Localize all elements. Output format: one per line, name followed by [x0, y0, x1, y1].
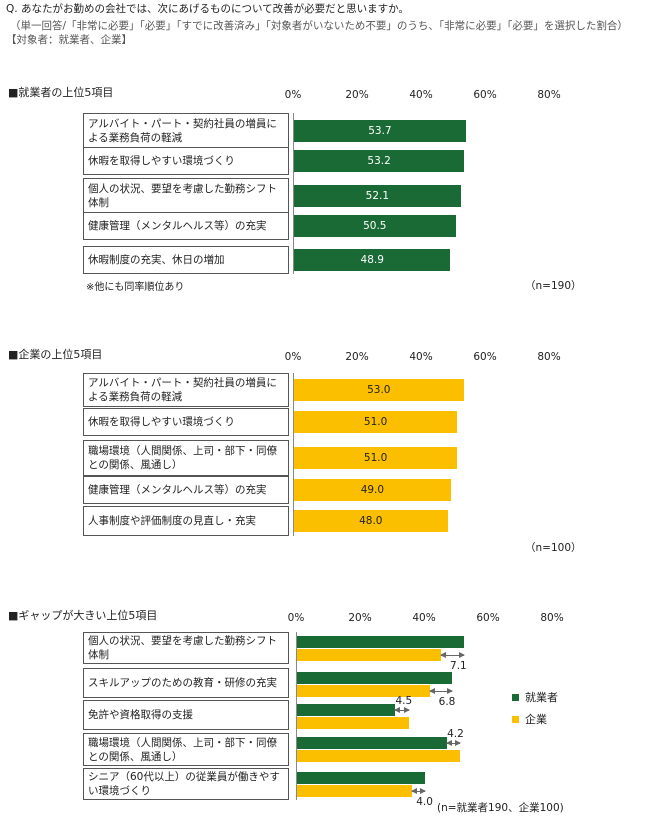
gap-value: 4.5 — [395, 695, 413, 707]
bar-worker — [297, 704, 395, 716]
bar — [294, 379, 464, 401]
bar — [294, 120, 466, 142]
gap-value: 4.2 — [447, 728, 464, 740]
tick-label: 80% — [537, 351, 561, 363]
category-label: 健康管理（メンタルヘルス等）の充実 — [83, 476, 289, 504]
category-label: 免許や資格取得の支援 — [83, 700, 289, 730]
bar — [294, 215, 456, 237]
legend-company-label: 企業 — [525, 713, 547, 726]
bar — [294, 411, 458, 433]
section1-n: （n=190） — [525, 280, 582, 292]
data-label: 48.0 — [359, 515, 383, 527]
tick-label: 0% — [287, 612, 305, 624]
data-label: 51.0 — [363, 452, 388, 464]
value-axis-line — [293, 113, 294, 274]
category-label: アルバイト・パート・契約社員の増員による業務負荷の軽減 — [83, 373, 289, 407]
bar — [294, 510, 448, 532]
tick-label: 0% — [284, 89, 302, 101]
bar-company — [297, 649, 441, 661]
data-label: 53.0 — [367, 384, 391, 396]
gap-arrow — [429, 688, 453, 694]
value-axis-line — [296, 632, 297, 800]
data-label: 50.5 — [363, 220, 387, 232]
tick-label: 60% — [476, 612, 500, 624]
gap-value: 6.8 — [438, 696, 456, 708]
value-axis-line — [293, 373, 294, 536]
data-label: 49.0 — [360, 484, 385, 496]
tick-label: 80% — [540, 612, 564, 624]
tick-label: 60% — [473, 89, 497, 101]
bar-company — [297, 785, 413, 797]
tick-label: 20% — [345, 89, 369, 101]
category-label: 休暇を取得しやすい環境づくり — [83, 147, 289, 175]
tick-label: 20% — [348, 612, 372, 624]
section3-n: (n=就業者190、企業100) — [437, 802, 564, 814]
data-label: 53.7 — [368, 125, 392, 137]
legend-worker: 就業者 — [512, 689, 558, 705]
tick-label: 40% — [409, 89, 433, 101]
legend-company-swatch — [512, 715, 519, 723]
tick-label: 40% — [409, 351, 433, 363]
category-label: 職場環境（人間関係、上司・部下・同僚との関係、風通し） — [83, 440, 289, 476]
tick-label: 80% — [537, 89, 561, 101]
section2-title: ■企業の上位5項目 — [8, 348, 103, 361]
category-label: 個人の状況、要望を考慮した勤務シフト体制 — [83, 632, 289, 664]
gap-arrow — [440, 652, 465, 658]
bar-worker — [297, 672, 452, 684]
tick-label: 0% — [284, 351, 302, 363]
category-label: アルバイト・パート・契約社員の増員による業務負荷の軽減 — [83, 113, 289, 149]
category-label: 職場環境（人間関係、上司・部下・同僚との関係、風通し） — [83, 733, 289, 766]
bar — [294, 249, 451, 271]
data-label: 52.1 — [365, 190, 390, 202]
tick-label: 60% — [473, 351, 497, 363]
section3-title: ■ギャップが大きい上位5項目 — [8, 609, 158, 622]
category-label: 個人の状況、要望を考慮した勤務シフト体制 — [83, 178, 289, 214]
gap-arrow — [393, 707, 411, 713]
data-label: 51.0 — [363, 416, 388, 428]
section1-title: ■就業者の上位5項目 — [8, 86, 114, 99]
bar-company — [297, 717, 409, 729]
category-label: シニア（60代以上）の従業員が働きやすい環境づくり — [83, 768, 289, 800]
bar — [294, 479, 451, 501]
legend-company: 企業 — [512, 711, 547, 727]
bar-company — [297, 685, 431, 697]
gap-arrow — [445, 740, 462, 746]
category-label: 人事制度や評価制度の見直し・充実 — [83, 506, 289, 536]
bar — [294, 447, 458, 469]
bar — [294, 185, 461, 207]
bar-company — [297, 750, 461, 762]
bar-worker — [297, 772, 425, 784]
bar — [294, 150, 465, 172]
section2-n: （n=100） — [525, 542, 582, 554]
category-label: 休暇制度の充実、休日の増加 — [83, 246, 289, 274]
section1-note: ※他にも同率順位あり — [86, 282, 185, 293]
data-label: 48.9 — [360, 254, 384, 266]
question-subtitle: （単一回答/「非常に必要」「必要」「すでに改善済み」「対象者がいないため不要」の… — [10, 20, 628, 32]
category-label: 健康管理（メンタルヘルス等）の充実 — [83, 212, 289, 240]
tick-label: 20% — [345, 351, 369, 363]
tick-label: 40% — [412, 612, 436, 624]
gap-value: 7.1 — [450, 660, 467, 672]
bar-worker — [297, 636, 464, 648]
data-label: 53.2 — [367, 155, 391, 167]
legend-worker-swatch — [512, 693, 519, 701]
gap-value: 4.0 — [416, 796, 433, 808]
question-target: 【対象者：就業者、企業】 — [6, 34, 132, 46]
legend-worker-label: 就業者 — [525, 691, 558, 704]
gap-arrow — [411, 788, 426, 794]
bar-worker — [297, 737, 447, 749]
category-label: 休暇を取得しやすい環境づくり — [83, 408, 289, 436]
question-text: Q. あなたがお勤めの会社では、次にあげるものについて改善が必要だと思いますか。 — [6, 3, 409, 15]
category-label: スキルアップのための教育・研修の充実 — [83, 668, 289, 698]
